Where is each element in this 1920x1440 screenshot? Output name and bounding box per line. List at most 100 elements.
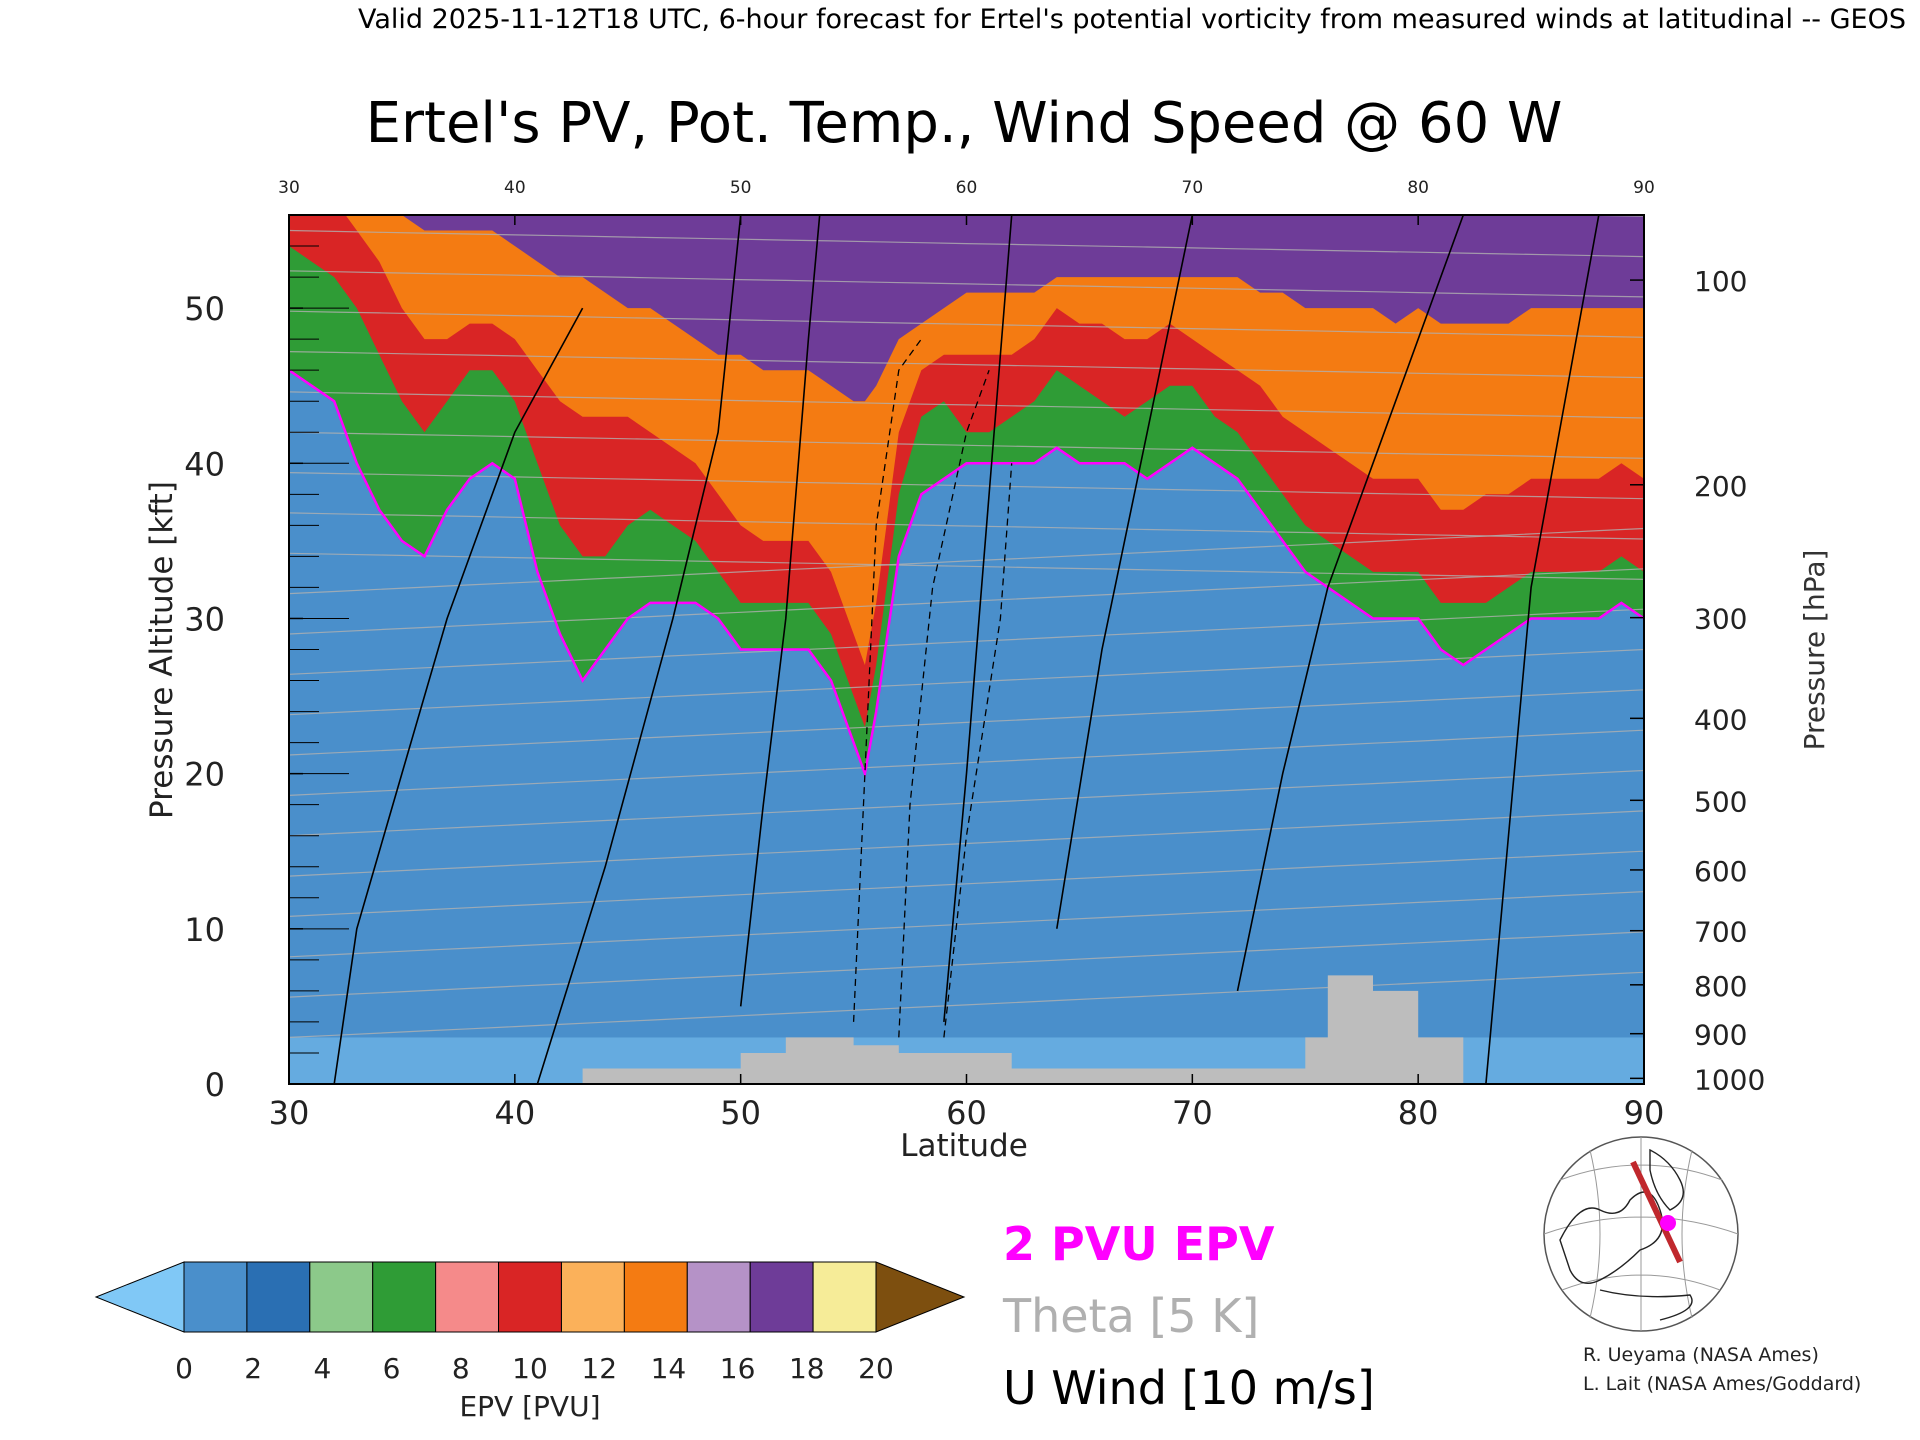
theta-contour (289, 431, 1644, 459)
y-tick-label: 0 (205, 1066, 225, 1104)
u-wind-contour (1236, 215, 1465, 992)
y-tick-label: 30 (184, 600, 225, 638)
legend-wind: U Wind [10 m/s] (1003, 1361, 1375, 1415)
pressure-tick-label: 300 (1694, 603, 1747, 636)
pv-band-10-14 (345, 215, 1644, 665)
legend-pv-line: 2 PVU EPV (1003, 1217, 1275, 1271)
epv-colorbar: 0 2 4 6 8 10 12 14 16 18 20 (94, 1261, 966, 1385)
colorbar-tick-label: 20 (858, 1352, 894, 1385)
pressure-tick-label: 200 (1694, 470, 1747, 503)
colorbar-segment (749, 1261, 814, 1333)
locator-graticule (1543, 1137, 1739, 1331)
u-wind-contour (1056, 215, 1194, 929)
y-tick-label: 20 (184, 756, 225, 794)
u-wind-contour-negative (852, 338, 922, 1022)
x-top-tick-label: 30 (278, 178, 300, 198)
credit-line-2: L. Lait (NASA Ames/Goddard) (1583, 1373, 1861, 1395)
theta-contour (289, 729, 1644, 796)
colorbar-label: EPV [PVU] (459, 1390, 600, 1423)
colorbar-segment (623, 1261, 688, 1333)
y2-axis-label: Pressure [hPa] (1798, 550, 1831, 751)
colorbar-tick-label: 8 (452, 1352, 470, 1385)
locator-marker (1660, 1215, 1676, 1231)
pressure-tick-label: 500 (1694, 785, 1747, 818)
pressure-tick-label: 1000 (1694, 1063, 1765, 1096)
x-top-tick-label: 80 (1407, 178, 1429, 198)
pressure-tick-label: 400 (1694, 703, 1747, 736)
u-wind-contour (943, 215, 1013, 1022)
u-wind-contour (536, 215, 742, 1084)
colorbar-segment (435, 1261, 500, 1333)
colorbar-segment (498, 1261, 562, 1333)
theta-contour (289, 689, 1644, 756)
colorbar-segment (372, 1261, 437, 1333)
plot-area (289, 215, 1644, 1084)
pressure-tick-label: 600 (1694, 855, 1747, 888)
pressure-tick-label: 900 (1694, 1019, 1747, 1052)
colorbar-under-arrow (94, 1261, 185, 1333)
pressure-tick-label: 700 (1694, 916, 1747, 949)
theta-contour (289, 512, 1644, 540)
colorbar-tick-label: 16 (720, 1352, 756, 1385)
colorbar-segment (246, 1261, 311, 1333)
pressure-tick-label: 800 (1694, 970, 1747, 1003)
x-tick-label: 40 (494, 1094, 535, 1132)
colorbar-tick-label: 0 (175, 1352, 193, 1385)
x-top-tick-label: 60 (956, 178, 978, 198)
theta-contour (289, 769, 1644, 837)
colorbar-segment (560, 1261, 625, 1333)
x-axis-label: Latitude (900, 1128, 1028, 1164)
y-tick-label: 40 (184, 445, 225, 483)
x-tick-label: 80 (1398, 1094, 1439, 1132)
theta-contour (289, 850, 1644, 917)
x-top-tick-label: 70 (1182, 178, 1204, 198)
theta-contour (289, 351, 1644, 379)
locator-cross-section (1630, 1160, 1683, 1264)
colorbar-segment (686, 1261, 751, 1333)
header-text: Valid 2025-11-12T18 UTC, 6-hour forecast… (358, 4, 1906, 35)
x-tick-label: 70 (1172, 1094, 1213, 1132)
chart-title: Ertel's PV, Pot. Temp., Wind Speed @ 60 … (366, 91, 1563, 156)
y-axis-label: Pressure Altitude [kft] (144, 481, 180, 819)
u-wind-contour-negative (943, 463, 1013, 1038)
pressure-tick-label: 100 (1694, 265, 1747, 298)
theta-contour (289, 568, 1644, 635)
y-tick-label: 50 (184, 290, 225, 328)
locator-coastlines (1559, 1148, 1693, 1321)
theta-contour (289, 552, 1644, 580)
x-tick-label: 90 (1624, 1094, 1665, 1132)
theta-contour (289, 270, 1644, 298)
theta-contour (289, 229, 1644, 258)
x-top-tick-label: 90 (1633, 178, 1655, 198)
colorbar-over-arrow (875, 1261, 966, 1333)
theta-contour (289, 971, 1644, 1038)
colorbar-tick-label: 12 (581, 1352, 617, 1385)
x-tick-label: 60 (946, 1094, 987, 1132)
theta-contour (289, 391, 1644, 419)
colorbar-segment (309, 1261, 374, 1333)
axes: 3030404050506060707080809090010203040501… (184, 178, 1765, 1132)
locator-map (1543, 1136, 1739, 1332)
x-top-tick-label: 50 (730, 178, 752, 198)
colorbar-tick-label: 6 (383, 1352, 401, 1385)
x-tick-label: 50 (720, 1094, 761, 1132)
x-top-tick-label: 40 (504, 178, 526, 198)
colorbar-tick-label: 18 (789, 1352, 825, 1385)
y-tick-label: 10 (184, 911, 225, 949)
colorbar-tick-label: 2 (244, 1352, 262, 1385)
pv-band-14-plus (401, 215, 1644, 402)
theta-contour (289, 891, 1644, 958)
x-tick-label: 30 (269, 1094, 310, 1132)
theta-contour (289, 931, 1644, 998)
u-wind-contour (1485, 215, 1600, 1084)
colorbar-segment (812, 1261, 877, 1333)
theta-contour (289, 472, 1644, 500)
colorbar-tick-label: 4 (313, 1352, 331, 1385)
theta-contour (289, 648, 1644, 716)
theta-contour (289, 527, 1644, 595)
colorbar-tick-label: 14 (651, 1352, 687, 1385)
legend-theta: Theta [5 K] (1002, 1289, 1259, 1343)
theta-contour (289, 810, 1644, 877)
theta-contour (289, 310, 1644, 338)
